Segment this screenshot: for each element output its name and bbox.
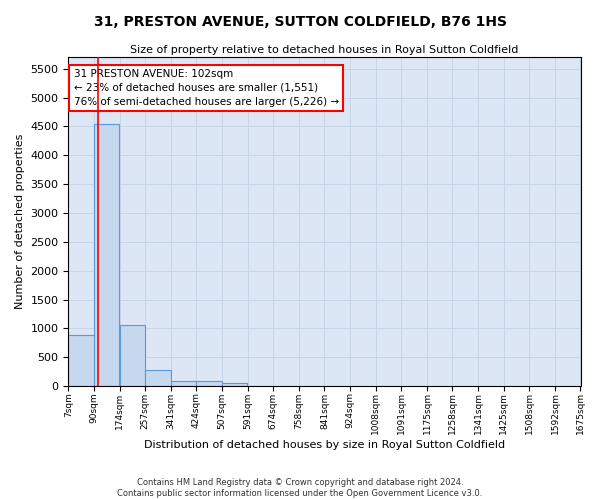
Text: 31 PRESTON AVENUE: 102sqm
← 23% of detached houses are smaller (1,551)
76% of se: 31 PRESTON AVENUE: 102sqm ← 23% of detac… (74, 68, 338, 106)
Bar (119, 325, 145, 386)
Text: 31, PRESTON AVENUE, SUTTON COLDFIELD, B76 1HS: 31, PRESTON AVENUE, SUTTON COLDFIELD, B7… (94, 15, 506, 29)
Bar (222, 383, 247, 386)
X-axis label: Distribution of detached houses by size in Royal Sutton Coldfield: Distribution of detached houses by size … (144, 440, 505, 450)
Bar (171, 381, 196, 386)
Title: Size of property relative to detached houses in Royal Sutton Coldfield: Size of property relative to detached ho… (130, 45, 518, 55)
Y-axis label: Number of detached properties: Number of detached properties (15, 134, 25, 310)
Text: Contains HM Land Registry data © Crown copyright and database right 2024.
Contai: Contains HM Land Registry data © Crown c… (118, 478, 482, 498)
Bar (196, 381, 222, 386)
Bar (94, 124, 119, 386)
Bar (68, 336, 94, 386)
Bar (145, 370, 170, 386)
